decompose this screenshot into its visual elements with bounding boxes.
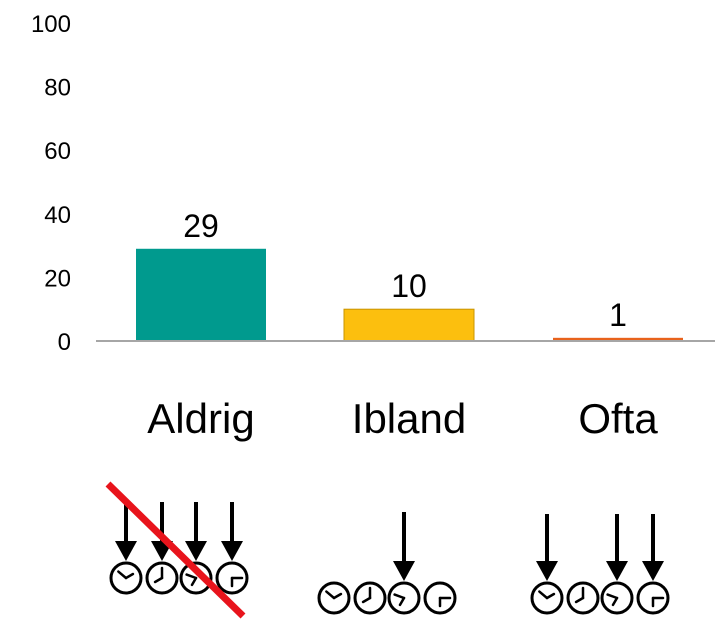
- category-label: Ibland: [352, 395, 466, 442]
- y-tick-label: 60: [44, 138, 71, 165]
- category-label: Ofta: [578, 395, 658, 442]
- clock-hand: [332, 592, 343, 600]
- clock-hand: [361, 596, 372, 604]
- category-labels: Aldrig Ibland Ofta: [147, 395, 658, 442]
- bar-ibland: [343, 308, 475, 342]
- arrowhead-icon: [393, 561, 415, 581]
- category-label: Aldrig: [147, 395, 254, 442]
- bars: [136, 248, 683, 342]
- data-label: 1: [609, 297, 627, 333]
- y-tick-label: 80: [44, 75, 71, 102]
- arrowhead-icon: [185, 541, 207, 561]
- y-tick-label: 40: [44, 202, 71, 229]
- y-tick-label: 100: [31, 11, 71, 38]
- data-label: 10: [391, 268, 427, 304]
- clock-hand: [545, 592, 556, 600]
- data-label: 29: [183, 208, 219, 244]
- data-labels: 29 10 1: [183, 208, 627, 333]
- clock-hand: [325, 590, 336, 600]
- clock-hand: [190, 576, 198, 587]
- arrowhead-icon: [115, 541, 137, 561]
- clock-hand: [124, 572, 135, 580]
- y-tick-label: 20: [44, 265, 71, 292]
- bar-aldrig: [136, 248, 266, 341]
- frequency-pictograms: [105, 481, 670, 619]
- clock-hand: [538, 590, 549, 600]
- bar-ofta: [553, 337, 683, 341]
- clock-hand: [611, 596, 619, 607]
- clock-hand: [574, 596, 585, 604]
- arrowhead-icon: [606, 561, 628, 581]
- clock-hand: [185, 573, 198, 580]
- clock-hand: [393, 593, 406, 600]
- clock-hand: [117, 570, 128, 580]
- pictogram-ibland: [317, 512, 457, 615]
- arrowhead-icon: [642, 561, 664, 581]
- cross-out-icon: [105, 481, 246, 619]
- pictogram-ofta: [530, 514, 670, 615]
- y-tick-label: 0: [58, 329, 71, 356]
- pictogram-aldrig: [105, 481, 249, 619]
- clock-hand: [153, 576, 164, 584]
- y-axis-ticks: 0 20 40 60 80 100: [31, 11, 71, 356]
- arrowhead-icon: [536, 561, 558, 581]
- clock-hand: [606, 593, 619, 600]
- arrowhead-icon: [221, 541, 243, 561]
- clock-hand: [398, 596, 406, 607]
